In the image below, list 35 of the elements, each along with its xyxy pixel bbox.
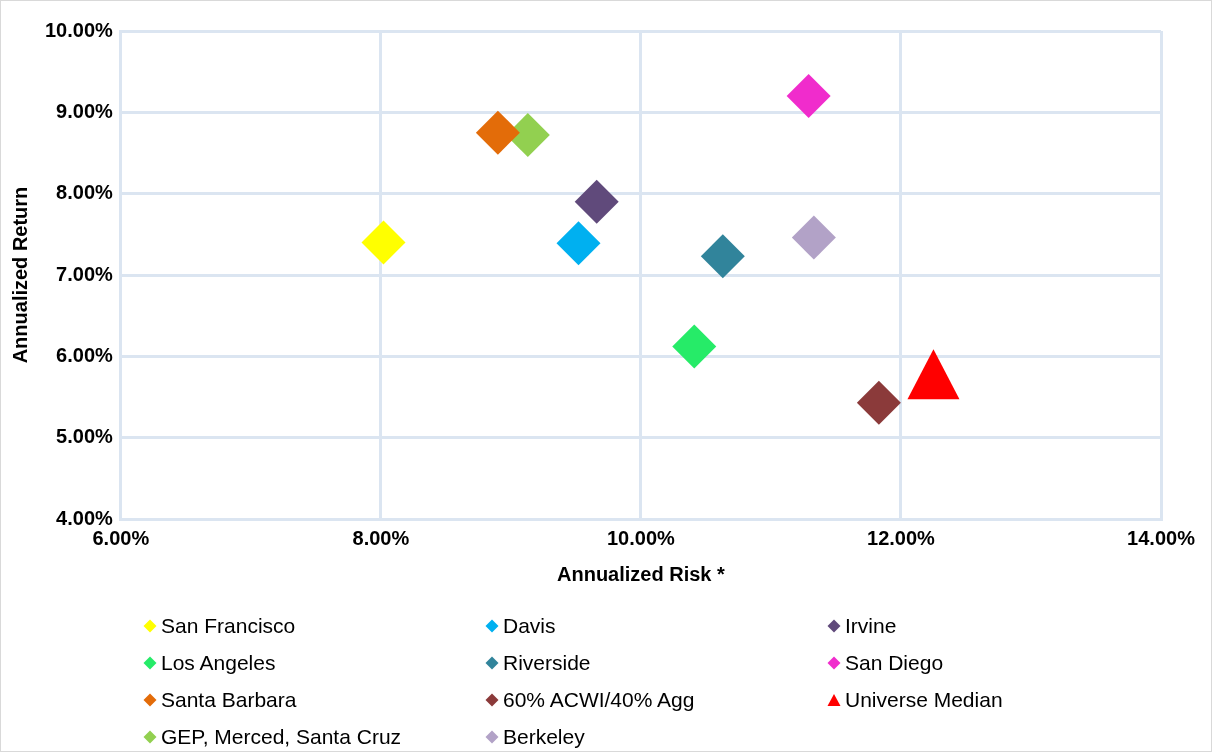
legend-label: San Francisco — [161, 613, 296, 638]
legend-label: 60% ACWI/40% Agg — [503, 687, 695, 712]
legend-label: Los Angeles — [161, 650, 276, 675]
legend-label: San Diego — [845, 650, 944, 675]
point — [700, 234, 745, 279]
x-axis-title: Annualized Risk * — [557, 562, 726, 585]
x-tick-label: 10.00% — [606, 526, 676, 549]
legend-label: Riverside — [503, 650, 591, 675]
point — [672, 324, 717, 369]
legend-label: GEP, Merced, Santa Cruz — [161, 724, 402, 749]
x-tick-label: 6.00% — [92, 526, 150, 549]
legend-label: Davis — [503, 613, 556, 638]
y-tick-label: 4.00% — [56, 506, 114, 529]
point — [856, 380, 901, 425]
y-tick-label: 5.00% — [56, 425, 114, 448]
legend-label: Irvine — [845, 613, 897, 638]
point — [361, 220, 406, 265]
y-tick-label: 10.00% — [44, 18, 114, 41]
legend-label: Berkeley — [503, 724, 585, 749]
point — [907, 349, 960, 400]
point — [574, 179, 619, 224]
x-tick-label: 8.00% — [352, 526, 410, 549]
x-tick-label: 14.00% — [1127, 526, 1196, 549]
point — [786, 74, 831, 119]
y-tick-label: 9.00% — [56, 99, 114, 122]
y-tick-label: 8.00% — [56, 181, 114, 204]
x-tick-label: 12.00% — [867, 526, 936, 549]
point — [475, 110, 520, 155]
legend-label: Universe Median — [845, 687, 1003, 712]
y-tick-label: 7.00% — [56, 262, 114, 285]
point — [791, 215, 836, 260]
y-tick-label: 6.00% — [56, 343, 114, 366]
legend-label: Santa Barbara — [161, 687, 297, 712]
point — [556, 221, 601, 266]
y-axis-title: Annualized Return — [8, 186, 31, 364]
